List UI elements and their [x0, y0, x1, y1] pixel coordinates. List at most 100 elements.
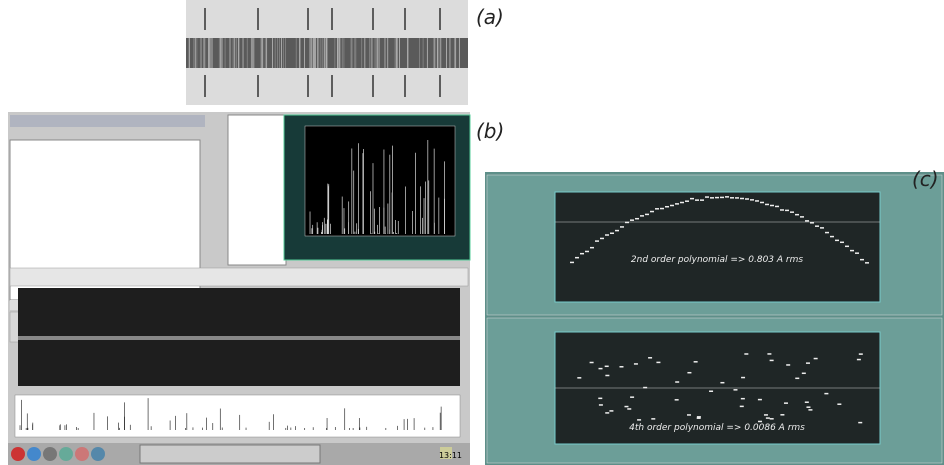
- point: [835, 240, 839, 242]
- point: [850, 250, 854, 252]
- point: [630, 396, 634, 398]
- point: [715, 197, 719, 199]
- point: [795, 378, 799, 380]
- point: [640, 215, 644, 217]
- point: [775, 206, 779, 208]
- point: [802, 373, 806, 375]
- profile-plot: [15, 395, 460, 437]
- point: [735, 197, 739, 199]
- clock: 13:11: [439, 451, 462, 460]
- point: [605, 375, 609, 377]
- point: [655, 208, 659, 210]
- point: [694, 361, 698, 363]
- point: [598, 398, 602, 400]
- point: [830, 236, 834, 238]
- point: [637, 419, 641, 421]
- point: [825, 232, 829, 234]
- point: [741, 398, 745, 400]
- point: [585, 251, 589, 253]
- point: [865, 262, 869, 264]
- point: [740, 198, 744, 200]
- point: [627, 408, 631, 410]
- point: [630, 219, 634, 221]
- point: [643, 387, 647, 389]
- point: [680, 202, 684, 204]
- point: [824, 393, 828, 395]
- point: [859, 353, 863, 355]
- point: [634, 363, 638, 365]
- point: [770, 360, 774, 362]
- point: [750, 199, 754, 201]
- point: [780, 209, 784, 211]
- point: [665, 206, 669, 208]
- point: [625, 222, 629, 224]
- point: [725, 196, 729, 198]
- point: [720, 197, 724, 199]
- point: [650, 211, 654, 213]
- point: [599, 404, 603, 406]
- point: [760, 202, 764, 204]
- point: [770, 205, 774, 207]
- fit-annotation: 2nd order polynomial => 0.803 A rms: [631, 255, 803, 265]
- point: [590, 362, 594, 364]
- point: [697, 416, 701, 418]
- point: [660, 208, 664, 210]
- point: [860, 259, 864, 261]
- point: [795, 214, 799, 216]
- point: [730, 197, 734, 199]
- point: [605, 234, 609, 236]
- point: [764, 414, 768, 416]
- point: [740, 406, 744, 408]
- button-bar: [10, 268, 468, 286]
- point: [770, 418, 774, 420]
- point: [733, 389, 737, 391]
- point: [620, 226, 624, 228]
- point: [645, 214, 649, 216]
- point: [709, 390, 713, 392]
- log-window: [228, 115, 286, 265]
- point: [695, 199, 699, 201]
- point: [610, 233, 614, 235]
- point: [687, 414, 691, 416]
- top-plot-area: [555, 192, 880, 302]
- point: [675, 399, 679, 401]
- fit-annotation: 4th order polynomial => 0.0086 A rms: [629, 423, 805, 433]
- point: [780, 414, 784, 416]
- point: [605, 366, 609, 368]
- point: [580, 253, 584, 255]
- point: [806, 406, 810, 408]
- point: [600, 238, 604, 240]
- window-titlebar: [10, 115, 205, 127]
- point: [744, 353, 748, 355]
- point: [800, 216, 804, 218]
- point: [590, 247, 594, 249]
- point: [615, 230, 619, 232]
- point: [820, 227, 824, 229]
- point: [767, 353, 771, 355]
- point: [765, 204, 769, 206]
- point: [837, 403, 841, 405]
- point: [784, 402, 788, 404]
- point: [741, 377, 745, 379]
- point: [685, 200, 689, 202]
- point: [575, 257, 579, 259]
- point: [656, 362, 660, 364]
- point: [840, 242, 844, 244]
- figure: (a) 13:11 (b) 2nd order polynomial => 0.…: [0, 0, 944, 465]
- point: [619, 366, 623, 368]
- point: [720, 382, 724, 384]
- point: [805, 220, 809, 222]
- point: [570, 262, 574, 264]
- point: [758, 399, 762, 401]
- point: [675, 203, 679, 205]
- panel-label: (a): [476, 5, 504, 29]
- point: [857, 359, 861, 361]
- point: [687, 372, 691, 374]
- point: [758, 421, 762, 423]
- point: [745, 198, 749, 200]
- point: [635, 218, 639, 220]
- point: [705, 196, 709, 198]
- spectrum-trace: [18, 336, 460, 340]
- point: [786, 364, 790, 366]
- point: [805, 401, 809, 403]
